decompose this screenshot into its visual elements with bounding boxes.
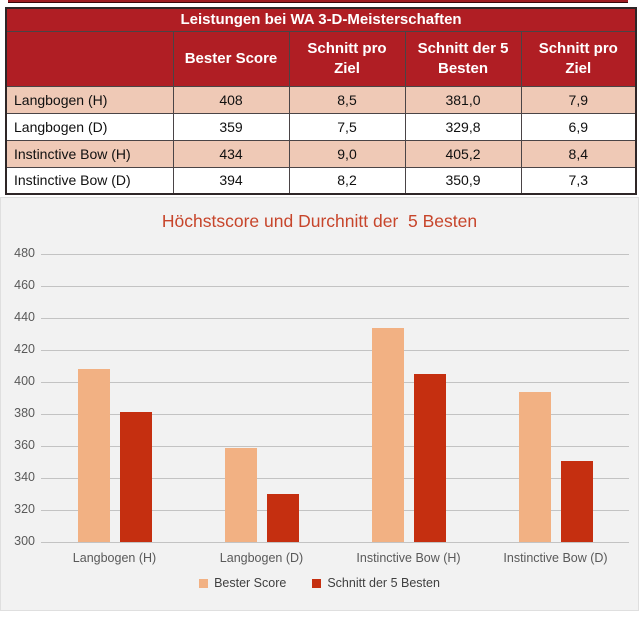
table-cell: 7,3 <box>520 166 637 195</box>
bar-schnitt-5-besten <box>119 412 152 542</box>
row-label: Instinctive Bow (D) <box>5 166 174 195</box>
table-title-row: Leistungen bei WA 3-D-Meisterschaften <box>5 7 637 32</box>
y-axis-tick-label: 300 <box>14 534 35 548</box>
legend-swatch <box>312 578 322 588</box>
table-cell: 405,2 <box>404 139 522 168</box>
bar-bester-score <box>518 391 551 542</box>
column-header-2: Schnitt pro Ziel <box>288 30 406 87</box>
table-title: Leistungen bei WA 3-D-Meisterschaften <box>5 7 637 32</box>
gridline <box>41 478 629 479</box>
gridline <box>41 350 629 351</box>
y-axis-tick-label: 480 <box>14 246 35 260</box>
bar-schnitt-5-besten <box>560 460 593 542</box>
bar-schnitt-5-besten <box>266 494 299 542</box>
table-cell: 359 <box>172 112 290 141</box>
plot-area: 480 460 440 420 400 380 360 340 320 300 Langbogen … <box>1 198 638 610</box>
y-axis-tick-label: 360 <box>14 438 35 452</box>
bar-schnitt-5-besten <box>413 373 446 542</box>
x-axis-category-label: Langbogen (D) <box>219 551 304 565</box>
gridline <box>41 286 629 287</box>
table-cell: 394 <box>172 166 290 195</box>
y-axis-tick-label: 320 <box>14 502 35 516</box>
column-header-1: Bester Score <box>172 30 290 87</box>
table-cell: 6,9 <box>520 112 637 141</box>
table-body: Langbogen (H) 408 8,5 381,0 7,9 Langbogen (D)… <box>5 85 637 195</box>
gridline <box>41 414 629 415</box>
x-axis-category-label: Langbogen (H) <box>72 551 157 565</box>
table-cell: 8,5 <box>288 85 406 114</box>
y-axis-tick-label: 420 <box>14 342 35 356</box>
gridline <box>41 254 629 255</box>
table-row: Langbogen (D) 359 7,5 329,8 6,9 <box>5 112 637 141</box>
legend-item: Schnitt der 5 Besten <box>312 576 440 590</box>
legend-label: Bester Score <box>214 576 287 590</box>
table-cell: 329,8 <box>404 112 522 141</box>
table-cell: 350,9 <box>404 166 522 195</box>
column-header-3: Schnitt der 5 Besten <box>404 30 522 87</box>
table-cell: 408 <box>172 85 290 114</box>
row-label: Langbogen (D) <box>5 112 174 141</box>
gridline <box>41 382 629 383</box>
legend-item: Bester Score <box>199 576 286 590</box>
y-axis-tick-label: 340 <box>14 470 35 484</box>
table-cell: 7,5 <box>288 112 406 141</box>
table-cell: 8,2 <box>288 166 406 195</box>
legend-label: Schnitt der 5 Besten <box>327 576 440 590</box>
bar-chart: Höchstscore und Durchnitt der 5 Besten 4… <box>0 197 639 611</box>
row-label: Instinctive Bow (H) <box>5 139 174 168</box>
x-axis-category-label: Instinctive Bow (D) <box>503 551 608 565</box>
table-corner-cell <box>5 30 174 87</box>
y-axis-tick-label: 440 <box>14 310 35 324</box>
table-cell: 434 <box>172 139 290 168</box>
table-cell: 9,0 <box>288 139 406 168</box>
table-row: Langbogen (H) 408 8,5 381,0 7,9 <box>5 85 637 114</box>
column-header-4: Schnitt pro Ziel <box>520 30 637 87</box>
gridline <box>41 446 629 447</box>
y-axis-tick-label: 380 <box>14 406 35 420</box>
chart-legend: Bester Score Schnitt der 5 Besten <box>1 576 638 590</box>
table-cell: 8,4 <box>520 139 637 168</box>
table-row: Instinctive Bow (D) 394 8,2 350,9 7,3 <box>5 166 637 195</box>
gridline <box>41 318 629 319</box>
legend-swatch <box>199 578 209 588</box>
x-axis-category-label: Instinctive Bow (H) <box>356 551 461 565</box>
row-label: Langbogen (H) <box>5 85 174 114</box>
table-cell: 381,0 <box>404 85 522 114</box>
bar-bester-score <box>224 447 257 542</box>
gridline <box>41 542 629 543</box>
table-cell: 7,9 <box>520 85 637 114</box>
results-table: Leistungen bei WA 3-D-Meisterschaften Be… <box>5 7 638 195</box>
chart-title: Höchstscore und Durchnitt der 5 Besten <box>161 211 478 231</box>
bar-bester-score <box>77 369 110 542</box>
y-axis-tick-label: 460 <box>14 278 35 292</box>
table-header-row: Bester Score Schnitt pro Ziel Schnitt der … <box>5 30 637 87</box>
table-row: Instinctive Bow (H) 434 9,0 405,2 8,4 <box>5 139 637 168</box>
gridline <box>41 510 629 511</box>
bar-bester-score <box>371 327 404 542</box>
y-axis-tick-label: 400 <box>14 374 35 388</box>
top-edge-strip <box>8 0 628 3</box>
